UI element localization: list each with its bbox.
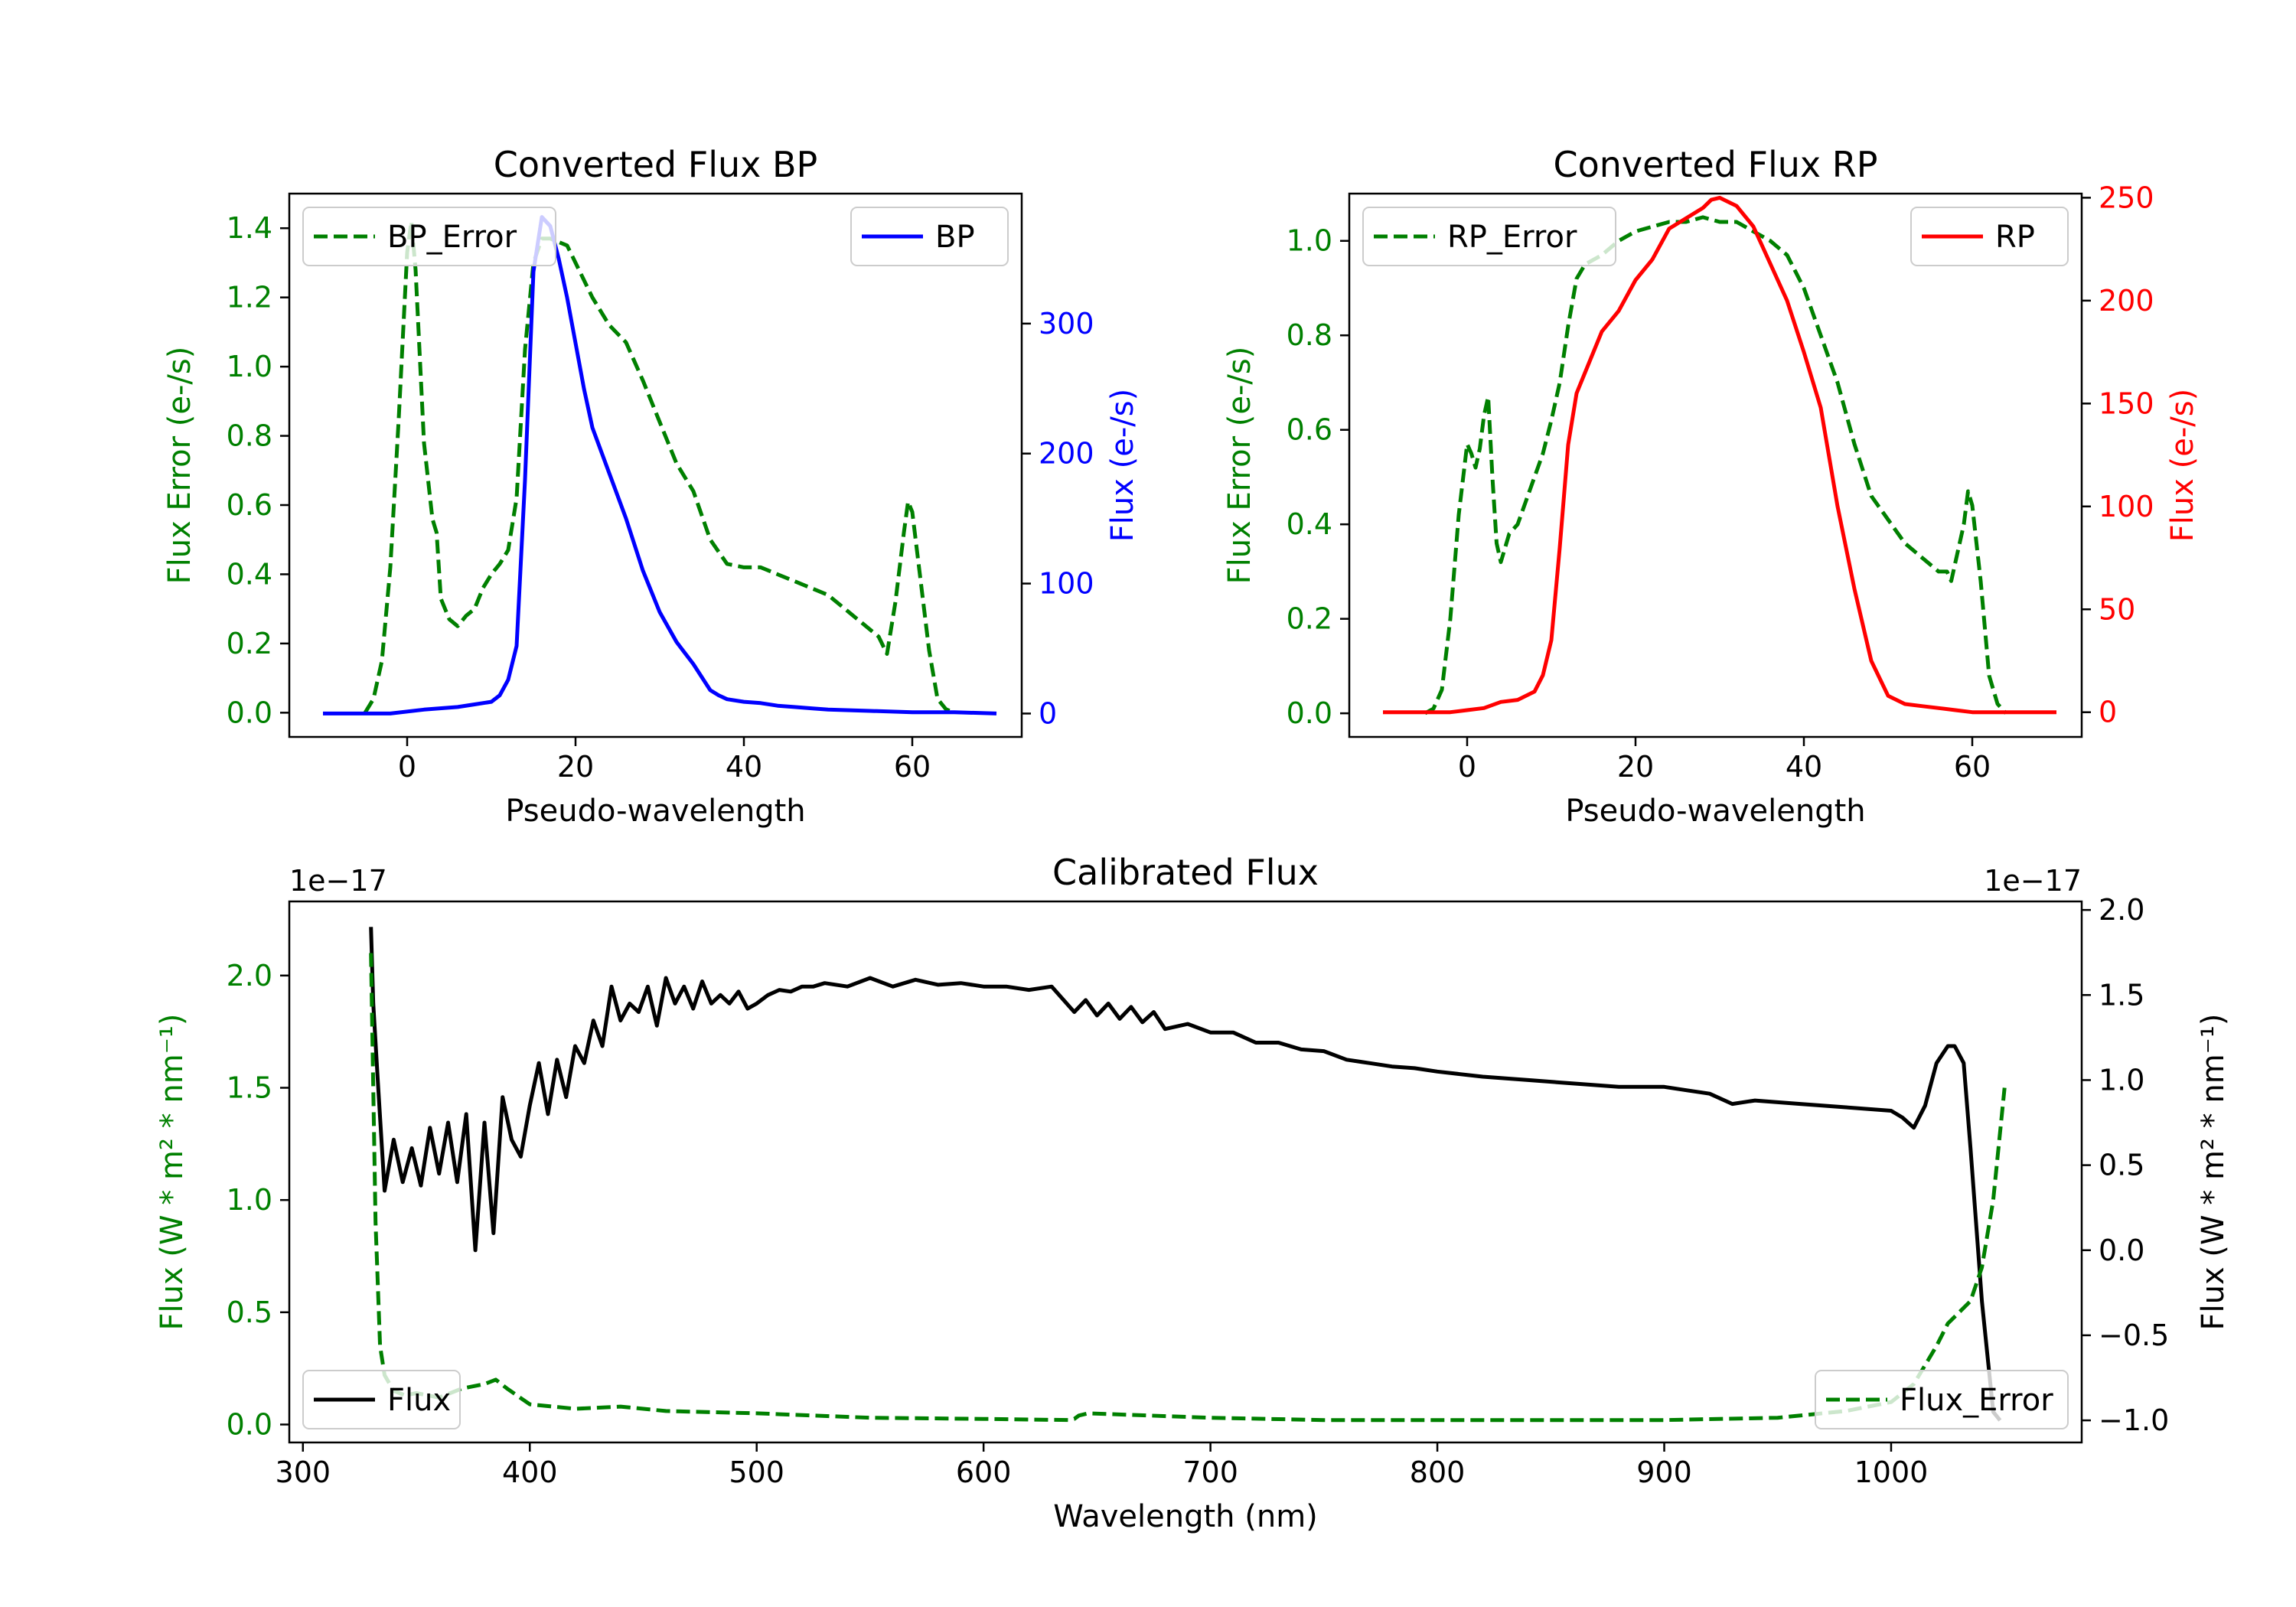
x-tick-label: 20 [1617, 750, 1654, 784]
legend-rp-error: RP_Error [1362, 207, 1616, 266]
x-tick-label: 300 [276, 1455, 331, 1489]
left-y-tick-label: 0.4 [227, 557, 272, 591]
right-y-tick-label: 50 [2099, 592, 2135, 626]
legend-label: BP_Error [387, 220, 517, 255]
series-line-bp [323, 215, 997, 715]
left-y-tick-label: 0.6 [227, 488, 272, 522]
legend-box [1815, 1370, 2069, 1429]
left-y-tick-label: 0.2 [1287, 602, 1332, 636]
legend-box [302, 207, 556, 266]
legend-label: RP_Error [1447, 220, 1577, 255]
legend-label: Flux_Error [1900, 1383, 2053, 1418]
right-y-tick-label: 100 [2099, 490, 2154, 523]
legend-box [302, 1370, 461, 1429]
left-y-tick-label: 1.0 [227, 1183, 272, 1217]
legend-box [850, 207, 1009, 266]
panel-converted-flux-rp: 0 20 40 60 0.0 0.2 0.4 0.6 0.8 1.0 0 50 100 150 200 250… [1222, 144, 2200, 829]
x-tick-label: 40 [726, 750, 762, 784]
x-tick-label: 900 [1636, 1455, 1692, 1489]
left-y-tick-label: 0.0 [227, 696, 272, 729]
legend-box [1362, 207, 1616, 266]
right-y-tick-label: −0.5 [2099, 1319, 2169, 1352]
left-y-tick-label: 0.2 [227, 627, 272, 660]
legend-flux: Flux [302, 1370, 461, 1429]
x-axis-label: Pseudo-wavelength [505, 794, 805, 829]
chart-title: Calibrated Flux [1052, 852, 1319, 893]
legend-rp: RP [1910, 207, 2069, 266]
x-tick-label: 60 [894, 750, 931, 784]
x-tick-label: 0 [398, 750, 416, 784]
right-y-tick-label: −1.0 [2099, 1403, 2169, 1437]
x-tick-label: 20 [557, 750, 594, 784]
legend-label: Flux [387, 1383, 451, 1418]
right-y-tick-label: 1.0 [2099, 1063, 2144, 1097]
legend-flux-error: Flux_Error [1815, 1370, 2069, 1429]
left-y-tick-label: 0.0 [1287, 696, 1332, 730]
left-y-tick-label: 0.8 [1287, 318, 1332, 352]
left-y-axis-label: Flux (W * m² * nm⁻¹) [155, 1014, 190, 1331]
left-y-tick-label: 0.5 [227, 1296, 272, 1329]
panel-calibrated-flux: 300 400 500 600 700 800 900 1000 0.0 0.5 1.0 1.5 2.0… [155, 852, 2231, 1534]
left-y-tick-label: 0.8 [227, 419, 272, 453]
x-axis-label: Wavelength (nm) [1053, 1499, 1318, 1534]
legend-box [1910, 207, 2069, 266]
left-offset-text: 1e−17 [289, 864, 387, 898]
right-y-tick-label: 300 [1039, 307, 1094, 341]
right-y-tick-label: 200 [2099, 284, 2154, 318]
left-y-tick-label: 0.6 [1287, 413, 1332, 447]
x-tick-label: 600 [956, 1455, 1012, 1489]
legend-bp: BP [850, 207, 1009, 266]
x-tick-label: 800 [1410, 1455, 1466, 1489]
right-y-tick-label: 0 [2099, 696, 2117, 729]
left-y-tick-label: 1.0 [1287, 224, 1332, 258]
series-line-rp [1383, 195, 2056, 715]
x-tick-label: 500 [729, 1455, 784, 1489]
right-y-tick-label: 0 [1039, 696, 1057, 730]
plot-frame [1348, 192, 2083, 738]
series-line-flux [369, 927, 2002, 1422]
chart-title: Converted Flux RP [1554, 144, 1878, 185]
right-offset-text: 1e−17 [1984, 864, 2082, 898]
x-tick-label: 60 [1954, 750, 1991, 784]
plot-frame [288, 900, 2083, 1444]
left-y-axis-label: Flux Error (e-/s) [162, 347, 197, 585]
left-y-tick-label: 0.0 [227, 1408, 272, 1442]
legend-label: RP [1995, 220, 2035, 255]
x-tick-label: 400 [502, 1455, 558, 1489]
plot-frame [288, 192, 1023, 738]
right-y-tick-label: 0.0 [2099, 1234, 2144, 1267]
x-tick-label: 700 [1182, 1455, 1238, 1489]
left-y-tick-label: 1.0 [227, 350, 272, 383]
right-y-tick-label: 100 [1039, 567, 1094, 601]
series-line-bp-error [363, 219, 955, 715]
left-y-tick-label: 1.2 [227, 281, 272, 315]
right-y-tick-label: 250 [2099, 181, 2154, 214]
right-y-tick-label: 1.5 [2099, 978, 2144, 1012]
series-line-rp-error [1424, 215, 2007, 715]
legend-bp-error: BP_Error [302, 207, 556, 266]
left-y-tick-label: 1.4 [227, 211, 272, 245]
right-y-axis-label: Flux (e-/s) [2165, 389, 2200, 542]
x-tick-label: 0 [1458, 750, 1476, 784]
chart-title: Converted Flux BP [494, 144, 818, 185]
x-tick-label: 40 [1786, 750, 1822, 784]
right-y-tick-label: 0.5 [2099, 1149, 2144, 1182]
left-y-tick-label: 0.4 [1287, 507, 1332, 541]
right-y-tick-label: 200 [1039, 437, 1094, 471]
left-y-axis-label: Flux Error (e-/s) [1222, 347, 1257, 585]
left-y-tick-label: 2.0 [227, 959, 272, 993]
right-y-axis-label: Flux (e-/s) [1105, 389, 1140, 542]
right-y-tick-label: 150 [2099, 386, 2154, 420]
legend-label: BP [935, 220, 975, 255]
right-y-tick-label: 2.0 [2099, 893, 2144, 927]
x-axis-label: Pseudo-wavelength [1565, 794, 1865, 829]
left-y-tick-label: 1.5 [227, 1071, 272, 1104]
panel-converted-flux-bp: 0 20 40 60 0.0 0.2 0.4 0.6 0.8 1.0 1.2 1.4 0 100 200 30… [162, 144, 1140, 829]
x-tick-label: 1000 [1854, 1455, 1929, 1489]
right-y-axis-label: Flux (W * m² * nm⁻¹) [2196, 1014, 2231, 1331]
